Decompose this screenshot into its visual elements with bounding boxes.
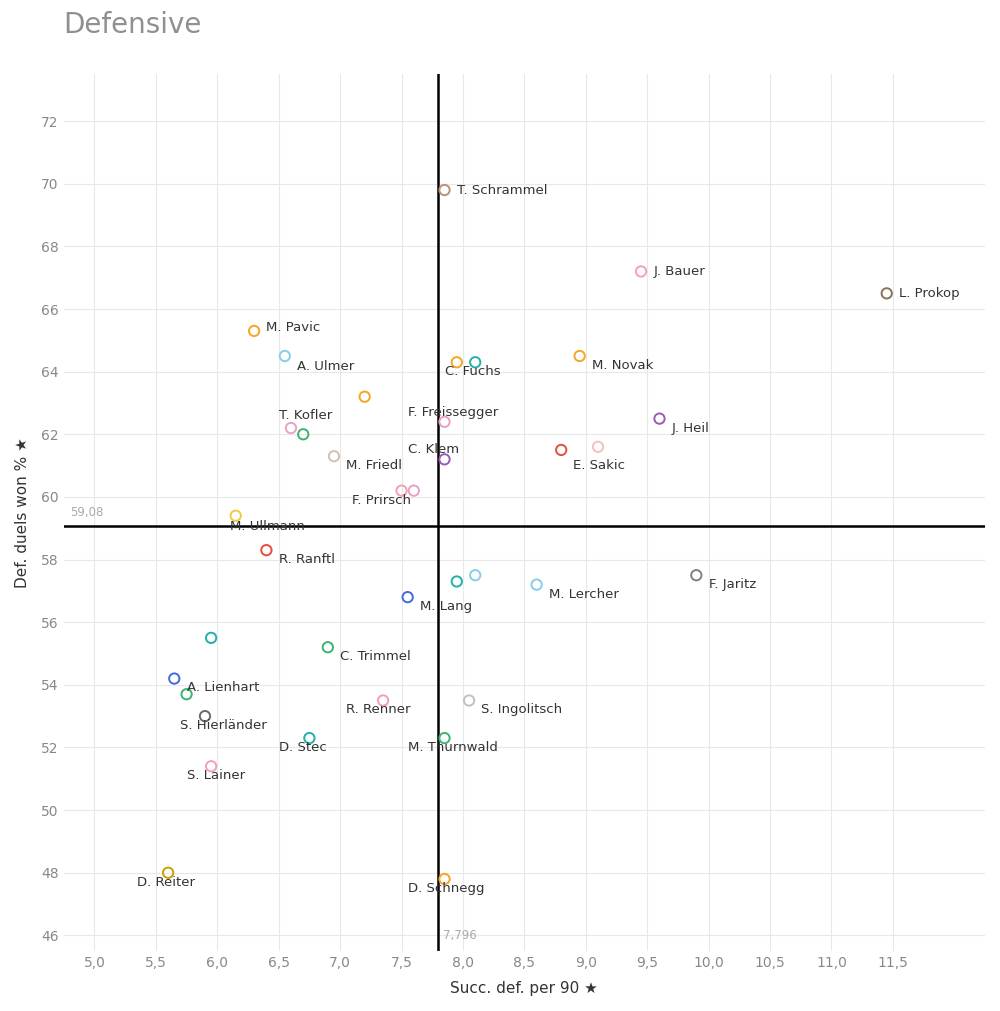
Point (301, 730, 317, 746)
Point (688, 567, 704, 583)
Point (295, 427, 311, 443)
Text: T. Kofler: T. Kofler (279, 409, 332, 422)
Text: M. Novak: M. Novak (592, 359, 653, 372)
Text: S. Hierländer: S. Hierländer (180, 719, 267, 732)
Text: S. Lainer: S. Lainer (187, 769, 245, 783)
Text: L. Prokop: L. Prokop (899, 287, 960, 300)
Text: R. Renner: R. Renner (346, 704, 411, 717)
Text: R. Ranftl: R. Ranftl (279, 553, 335, 566)
Text: F. Freissegger: F. Freissegger (408, 405, 498, 419)
Point (879, 285, 895, 301)
Point (553, 442, 569, 458)
Text: 59,08: 59,08 (70, 507, 103, 520)
Point (467, 567, 483, 583)
Text: E. Sakic: E. Sakic (573, 459, 625, 472)
Point (357, 388, 373, 404)
Text: M. Lercher: M. Lercher (549, 587, 619, 601)
Point (375, 693, 391, 709)
Text: M. Thurnwald: M. Thurnwald (408, 741, 498, 754)
Text: D. Schnegg: D. Schnegg (408, 882, 484, 895)
Point (572, 348, 588, 364)
Text: F. Prirsch: F. Prirsch (352, 493, 411, 507)
Point (437, 870, 453, 887)
Text: D. Stec: D. Stec (279, 741, 326, 754)
Point (228, 508, 244, 524)
Point (461, 693, 477, 709)
Text: M. Pavic: M. Pavic (266, 321, 321, 335)
Point (203, 758, 219, 774)
Point (320, 639, 336, 655)
Point (203, 630, 219, 646)
Text: D. Reiter: D. Reiter (137, 876, 195, 889)
Text: 7,796: 7,796 (443, 929, 477, 941)
Point (651, 410, 667, 427)
Text: A. Ulmer: A. Ulmer (297, 361, 354, 373)
Text: M. Friedl: M. Friedl (346, 459, 402, 472)
Text: F. Jaritz: F. Jaritz (709, 578, 756, 591)
Point (277, 348, 293, 364)
Text: C. Fuchs: C. Fuchs (445, 365, 500, 378)
Text: M. Lang: M. Lang (420, 601, 472, 613)
Point (258, 542, 274, 558)
X-axis label: Succ. def. per 90 ★: Succ. def. per 90 ★ (450, 981, 598, 996)
Point (283, 420, 299, 436)
Text: S. Ingolitsch: S. Ingolitsch (481, 704, 562, 717)
Point (406, 482, 422, 498)
Point (246, 323, 262, 339)
Point (467, 354, 483, 370)
Y-axis label: Def. duels won % ★: Def. duels won % ★ (15, 437, 30, 588)
Point (437, 451, 453, 467)
Text: C. Trimmel: C. Trimmel (340, 650, 411, 663)
Text: Defensive: Defensive (64, 11, 202, 39)
Text: C. Klem: C. Klem (408, 444, 459, 456)
Point (449, 573, 465, 589)
Text: A. Lienhart: A. Lienhart (187, 681, 259, 695)
Point (437, 730, 453, 746)
Point (166, 670, 182, 686)
Text: J. Heil: J. Heil (672, 422, 710, 435)
Point (529, 576, 545, 592)
Point (633, 263, 649, 279)
Text: T. Schrammel: T. Schrammel (457, 184, 547, 196)
Point (437, 182, 453, 198)
Point (449, 354, 465, 370)
Point (394, 482, 410, 498)
Point (197, 708, 213, 724)
Point (160, 864, 176, 881)
Text: M. Ullmann: M. Ullmann (230, 521, 304, 533)
Point (326, 448, 342, 464)
Point (179, 686, 195, 703)
Point (437, 413, 453, 430)
Point (400, 589, 416, 606)
Text: J. Bauer: J. Bauer (653, 265, 705, 278)
Point (590, 439, 606, 455)
